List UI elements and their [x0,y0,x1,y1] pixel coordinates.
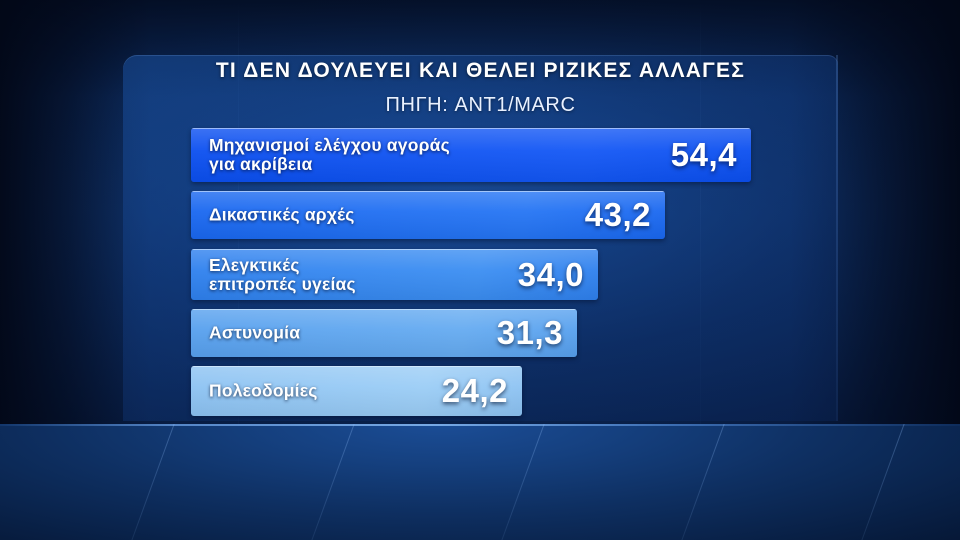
bar-category-label: Ελεγκτικές επιτροπές υγείας [209,254,356,294]
bar-category-label: Μηχανισμοί ελέγχου αγοράς για ακρίβεια [209,135,450,174]
bar-row: Ελεγκτικές επιτροπές υγείας 34,0 [191,249,598,300]
bar-row: Μηχανισμοί ελέγχου αγοράς για ακρίβεια 54… [191,128,751,182]
bar-top-highlight [191,366,522,367]
bar-row: Πολεοδομίες 24,2 [191,366,522,416]
bar-value-label: 43,2 [584,196,651,233]
panel-right-edge [836,55,838,421]
bar-value-label: 34,0 [517,255,584,293]
bar-top-highlight [191,309,577,310]
bar-value-label: 24,2 [441,372,508,409]
bar-top-highlight [191,128,751,129]
bar-category-label: Πολεοδομίες [209,380,318,401]
chart-title: ΤΙ ΔΕΝ ΔΟΥΛΕΥΕΙ ΚΑΙ ΘΕΛΕΙ ΡΙΖΙΚΕΣ ΑΛΛΑΓΕ… [215,59,746,82]
bar-value-label: 54,4 [670,136,737,173]
bar-category-label: Δικαστικές αρχές [209,204,355,225]
bar-value-label: 31,3 [496,314,563,351]
bar-top-highlight [191,249,598,250]
bar-row: Αστυνομία 31,3 [191,309,577,357]
bar-row: Δικαστικές αρχές 43,2 [191,191,665,239]
bar-top-highlight [191,191,665,192]
studio-floor [0,424,960,540]
chart-source-label: ΠΗΓΗ: ANT1/MARC [385,94,576,116]
bar-category-label: Αστυνομία [209,322,301,343]
floor-reflection: Μηχανισμοί ελέγχου αγοράς για ακρίβεια54… [0,426,960,540]
floor-horizon-line [0,424,960,426]
